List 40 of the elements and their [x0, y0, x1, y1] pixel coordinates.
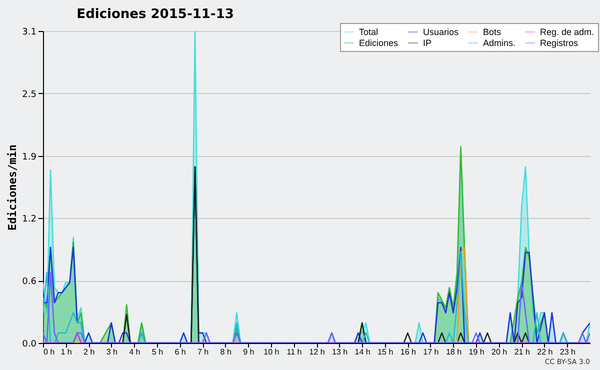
x-tick-label: 10 h — [264, 348, 280, 356]
x-tick-label: 21 h — [514, 348, 530, 356]
legend-label: Usuarios — [423, 27, 460, 37]
y-tick-label: 1.9 — [22, 152, 37, 162]
legend-label: IP — [423, 38, 432, 48]
x-tick-label: 6 h — [174, 348, 186, 356]
x-tick-label: 7 h — [197, 348, 209, 356]
x-tick-label: 5 h — [152, 348, 164, 356]
x-tick-label: 20 h — [492, 348, 508, 356]
x-tick-label: 1 h — [60, 348, 72, 356]
x-tick-label: 2 h — [84, 348, 95, 356]
legend-label: Registros — [540, 38, 579, 48]
legend-label: Ediciones — [359, 38, 399, 48]
x-tick-label: 11 h — [286, 348, 302, 356]
y-tick-label: 1.2 — [22, 214, 36, 225]
y-tick-label: 0.6 — [22, 277, 37, 288]
y-tick-label: 0.0 — [22, 340, 37, 350]
x-tick-label: 16 h — [400, 348, 416, 356]
legend-label: Admins. — [483, 38, 516, 48]
x-tick-label: 19 h — [468, 348, 484, 356]
x-tick-label: 14 h — [354, 348, 370, 356]
x-tick-label: 9 h — [243, 348, 254, 356]
x-tick-label: 0 h — [44, 348, 55, 356]
x-tick-label: 12 h — [309, 348, 325, 356]
legend-label: Total — [359, 27, 378, 37]
x-tick-label: 15 h — [378, 348, 394, 356]
y-axis-title: Ediciones/min — [6, 144, 20, 231]
x-tick-label: 4 h — [129, 348, 140, 356]
x-tick-label: 22 h — [537, 348, 553, 356]
x-tick-label: 13 h — [332, 348, 348, 356]
x-tick-label: 23 h — [560, 348, 576, 356]
x-tick-label: 8 h — [220, 348, 232, 356]
chart-title: Ediciones 2015-11-13 — [76, 7, 234, 22]
x-tick-label: 3 h — [106, 348, 118, 356]
x-tick-label: 17 h — [423, 348, 439, 356]
x-tick-label: 18 h — [446, 348, 462, 356]
y-tick-label: 2.5 — [22, 90, 36, 100]
legend-label: Bots — [483, 27, 502, 37]
legend-label: Reg. de adm. — [540, 27, 594, 37]
y-tick-label: 3.1 — [22, 28, 36, 38]
